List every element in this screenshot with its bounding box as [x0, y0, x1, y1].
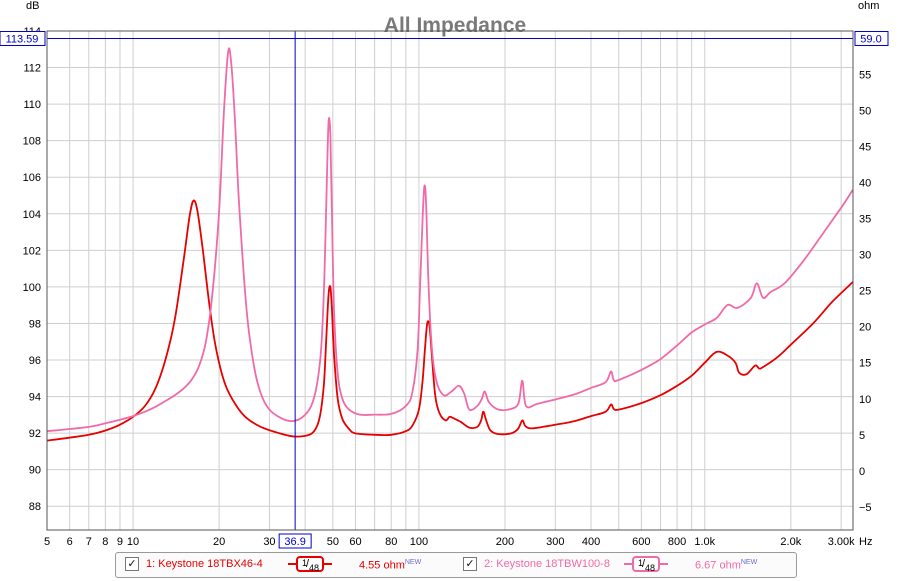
cursor-x-readout-box: [278, 533, 312, 549]
y-left-tick-label: 112: [23, 63, 41, 75]
grid: [46, 30, 853, 530]
legend: ✓ 1: Keystone 18TBX46-4 1 / 48 4.55 ohmN…: [115, 552, 797, 578]
y-right-tick-label: 50: [859, 105, 871, 117]
smoothing-numerator-1: 1: [302, 558, 308, 568]
x-tick-label: 600: [632, 536, 650, 548]
y-left-tick-label: 100: [23, 282, 41, 294]
y-left-tick-label: 106: [23, 172, 41, 184]
new-tag-2: NEW: [740, 559, 758, 566]
y-left-tick-label: 88: [29, 501, 41, 513]
legend-checkbox-2[interactable]: ✓: [463, 557, 477, 571]
plot-frame: [46, 30, 854, 531]
y-right-tick-label: 20: [859, 322, 871, 334]
x-tick-label: 3.00k: [828, 536, 855, 548]
y-left-tick-label: 92: [29, 428, 41, 440]
x-tick-label: 9: [117, 536, 123, 548]
x-tick-label: 10: [127, 536, 139, 548]
x-tick-label: 6: [67, 536, 73, 548]
series-line-2: [46, 47, 854, 433]
y-right-tick-label: 55: [859, 69, 871, 81]
cursor[interactable]: 113.59 59.0 36.9: [0, 30, 889, 549]
chart-title: All Impedance: [384, 14, 526, 37]
cursor-left-readout-box: [0, 30, 46, 46]
y-right-tick-label: −5: [859, 502, 872, 514]
x-tick-label: 60: [349, 536, 361, 548]
x-tick-label: 50: [327, 536, 339, 548]
y-left-tick-label: 94: [29, 392, 41, 404]
offset-text-1: 4.55 ohm: [359, 559, 405, 572]
x-tick-label: 100: [410, 536, 428, 548]
cursor-left-readout: 113.59: [6, 33, 39, 45]
y-right-tick-label: 35: [859, 213, 871, 225]
legend-item-2[interactable]: ✓ 2: Keystone 18TBW100-8: [463, 557, 610, 571]
y-right-tick-label: 5: [859, 430, 865, 442]
legend-item-1[interactable]: ✓ 1: Keystone 18TBX46-4: [125, 557, 263, 571]
x-axis-unit: Hz: [859, 536, 872, 548]
offset-text-2: 6.67 ohm: [695, 559, 741, 572]
smoothing-control-2[interactable]: 1 / 48: [624, 556, 668, 573]
y-left-tick-label: 104: [23, 209, 41, 221]
x-tick-label: 2.0k: [780, 536, 801, 548]
x-tick-label: 30: [263, 536, 275, 548]
x-tick-label: 800: [668, 536, 686, 548]
right-axis-unit: ohm: [858, 0, 879, 12]
y-right-tick-label: 45: [859, 141, 871, 153]
cursor-right-readout: 59.0: [860, 33, 881, 45]
x-tick-label: 300: [546, 536, 564, 548]
y-left-tick-label: 90: [29, 465, 41, 477]
x-tick-label: 200: [496, 536, 514, 548]
y-right-tick-label: 0: [859, 466, 865, 478]
series-line-1: [46, 199, 854, 442]
y-right-tick-label: 10: [859, 394, 871, 406]
y-right-tick-label: 15: [859, 358, 871, 370]
x-tick-label: 8: [102, 536, 108, 548]
x-tick-label: 5: [44, 536, 50, 548]
tick-labels: 5 6 7 8 9 10 20 30 50 60 80 100 200 300 400 600 800 1.0k 2…: [23, 26, 872, 548]
legend-checkbox-1[interactable]: ✓: [125, 557, 139, 571]
x-tick-label: 7: [86, 536, 92, 548]
y-right-tick-label: 40: [859, 177, 871, 189]
x-tick-label: 20: [213, 536, 225, 548]
y-right-tick-label: 30: [859, 250, 871, 262]
offset-value-1[interactable]: 4.55 ohmNEW: [359, 559, 421, 572]
y-right-tick-label: 25: [859, 286, 871, 298]
y-left-tick-label: 96: [29, 355, 41, 367]
x-tick-label: 1.0k: [694, 536, 715, 548]
y-left-tick-label: 110: [23, 99, 41, 111]
cursor-right-readout-box: [854, 30, 889, 46]
x-tick-label: 80: [385, 536, 397, 548]
offset-value-2[interactable]: 6.67 ohmNEW: [695, 559, 757, 572]
smoothing-denominator-1: 48: [309, 563, 320, 573]
y-left-tick-label: 98: [29, 318, 41, 330]
left-axis-unit: dB: [26, 0, 39, 12]
y-left-tick-label: 102: [23, 245, 41, 257]
y-left-tick-label: 108: [23, 136, 41, 148]
x-tick-label: 400: [582, 536, 600, 548]
impedance-chart: All Impedance dB ohm Hz 5 6 7 8 9 10 20 30 50 60 8…: [0, 0, 889, 549]
legend-label-2: 2: Keystone 18TBW100-8: [484, 558, 610, 570]
series-lines: [46, 47, 854, 442]
cursor-x-readout: 36.9: [284, 536, 305, 548]
legend-label-1: 1: Keystone 18TBX46-4: [146, 558, 263, 570]
smoothing-denominator-2: 48: [645, 563, 656, 573]
smoothing-control-1[interactable]: 1 / 48: [288, 556, 332, 573]
smoothing-numerator-2: 1: [638, 558, 644, 568]
new-tag-1: NEW: [404, 559, 422, 566]
